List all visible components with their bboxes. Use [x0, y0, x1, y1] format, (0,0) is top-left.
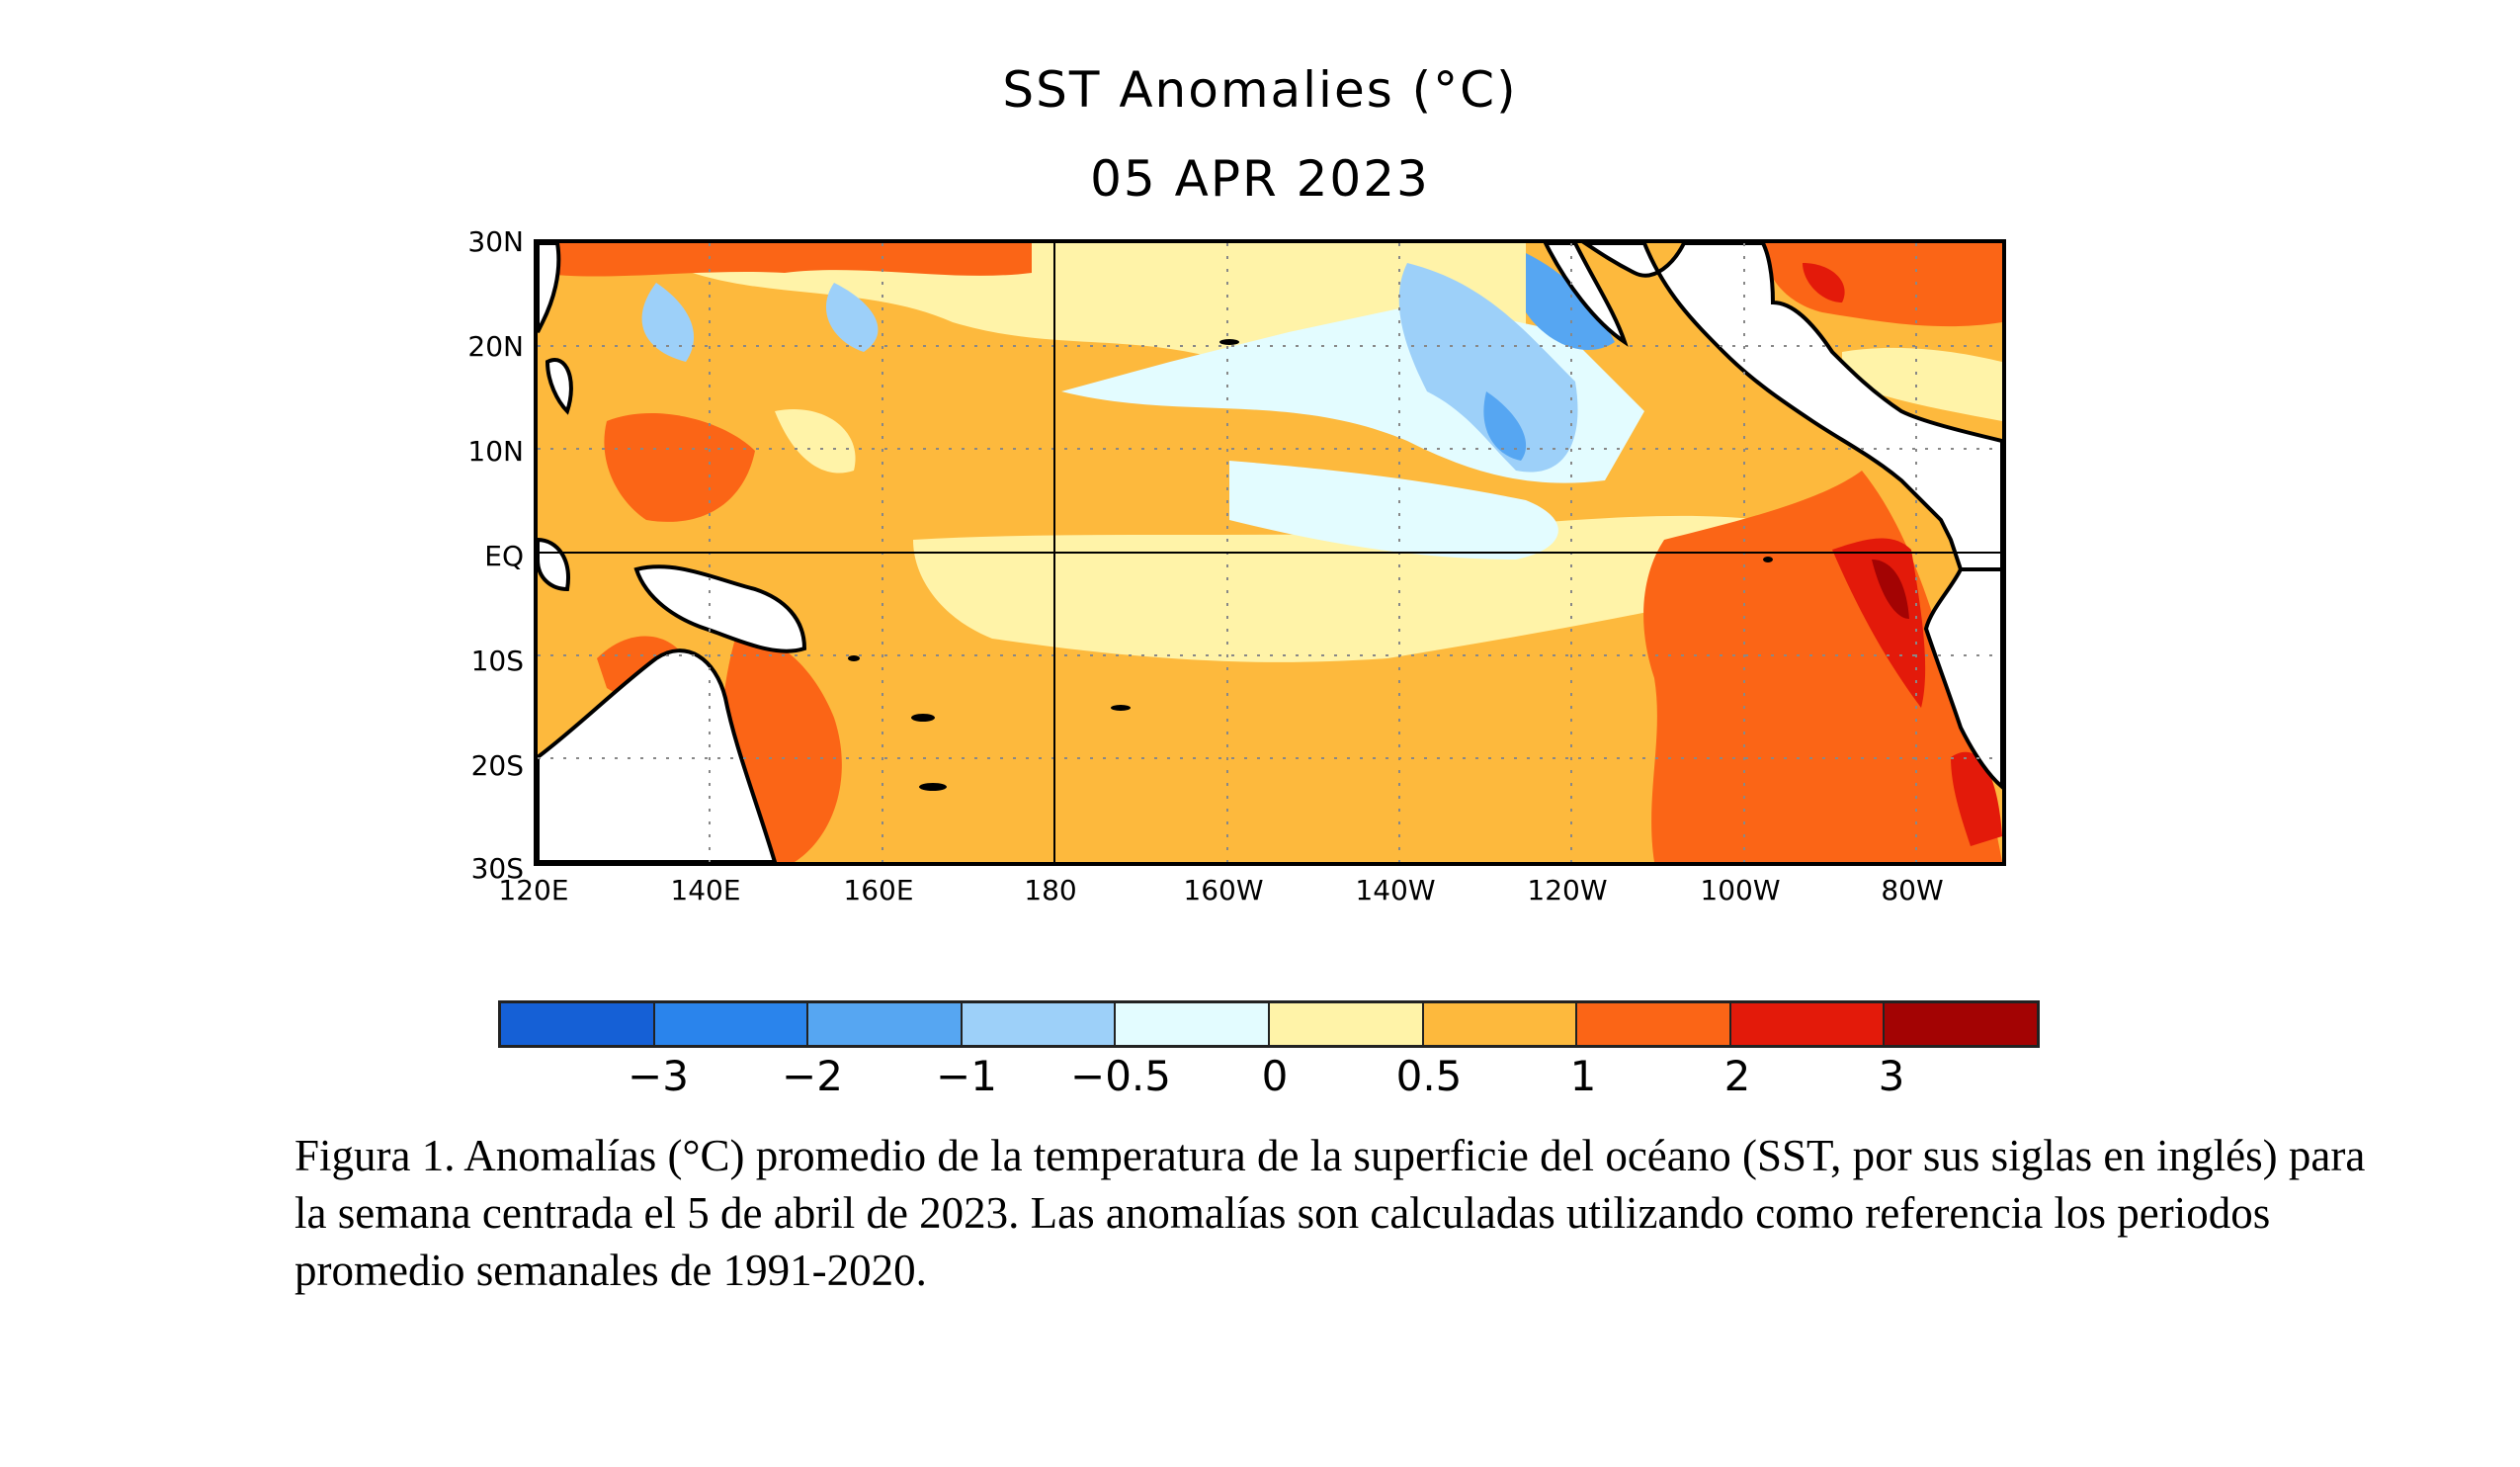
colorbar-tick-05: 0.5: [1395, 1052, 1463, 1100]
lat-label-20n: 20N: [467, 330, 524, 363]
lat-label-30s: 30S: [470, 852, 524, 885]
island-4: [848, 655, 860, 661]
island-hawaii: [1219, 339, 1239, 345]
anomaly-zone-cold-1: [1398, 263, 1578, 473]
sst-anomaly-field: [538, 243, 2002, 862]
lon-label-120w: 120W: [1527, 874, 1608, 906]
lon-label-160e: 160E: [843, 874, 914, 906]
land-australia: [538, 648, 778, 862]
colorbar-cell-0: [501, 1003, 655, 1045]
colorbar-cell-9: [1885, 1003, 2037, 1045]
anomaly-zone-gulf-warm: [1763, 243, 2002, 327]
anomaly-zone-equatorial-pale: [1229, 461, 1558, 560]
lat-label-30n: 30N: [467, 225, 524, 258]
island-2: [919, 783, 947, 791]
lon-label-140w: 140W: [1355, 874, 1436, 906]
colorbar-tick-3: 3: [1878, 1052, 1905, 1100]
land-south-america: [1923, 567, 2002, 790]
lat-label-10n: 10N: [467, 435, 524, 468]
colorbar-cell-2: [808, 1003, 963, 1045]
island-3: [1111, 705, 1131, 711]
colorbar-cell-5: [1269, 1003, 1424, 1045]
anomaly-zone-gulf-hot: [1803, 263, 1845, 302]
anomaly-zone-west-warm: [604, 412, 755, 522]
anomaly-zone-cold-4: [641, 283, 695, 362]
sst-anomaly-map: [534, 239, 2006, 866]
land-philippines: [545, 358, 573, 415]
colorbar-tick-1: 1: [1569, 1052, 1597, 1100]
island-1: [911, 714, 935, 722]
colorbar-tick-m2: −2: [782, 1052, 843, 1100]
lat-label-10s: 10S: [470, 645, 524, 677]
colorbar-cell-4: [1116, 1003, 1270, 1045]
lat-label-20s: 20S: [470, 749, 524, 782]
anomaly-zone-coastal-hot: [1832, 538, 1926, 708]
lon-label-80w: 80W: [1881, 874, 1944, 906]
land-new-guinea: [633, 564, 807, 653]
map-date: 05 APR 2023: [1090, 150, 1430, 208]
anomaly-zone-coastal-extreme: [1872, 560, 1909, 619]
colorbar-cell-8: [1730, 1003, 1886, 1045]
colorbar-cell-7: [1577, 1003, 1731, 1045]
lat-label-eq: EQ: [484, 540, 524, 572]
colorbar-tick-2: 2: [1723, 1052, 1751, 1100]
anomaly-zone-caribbean-yellow: [1842, 347, 2002, 421]
land-baja-california: [1543, 243, 1629, 347]
lon-label-120e: 120E: [498, 874, 569, 906]
lon-label-140e: 140E: [670, 874, 741, 906]
lon-label-100w: 100W: [1700, 874, 1781, 906]
anomaly-zone-cold-5: [825, 283, 879, 352]
figure-caption: Figura 1. Anomalías (°C) promedio de la …: [294, 1131, 2366, 1295]
colorbar-cell-6: [1423, 1003, 1578, 1045]
lon-label-160w: 160W: [1183, 874, 1264, 906]
colorbar-tick-m1: −1: [936, 1052, 997, 1100]
colorbar-tick-m3: −3: [628, 1052, 689, 1100]
colorbar-cell-1: [654, 1003, 809, 1045]
colorbar-cell-3: [962, 1003, 1117, 1045]
lon-label-180: 180: [1024, 874, 1077, 906]
land-asia-edge: [538, 243, 561, 333]
colorbar-tick-0: 0: [1261, 1052, 1289, 1100]
colorbar: [498, 1000, 2040, 1048]
anomaly-zone-west-yellow: [775, 409, 856, 474]
anomaly-zone-north-warm: [538, 243, 1032, 277]
land-central-america: [1581, 243, 2002, 571]
colorbar-tick-m05: −0.5: [1070, 1052, 1171, 1100]
anomaly-zone-cold-2: [1526, 253, 1615, 351]
map-title: SST Anomalies (°C): [1002, 61, 1518, 119]
anomaly-zone-cold-3: [1483, 391, 1527, 461]
island-galapagos: [1763, 557, 1773, 562]
